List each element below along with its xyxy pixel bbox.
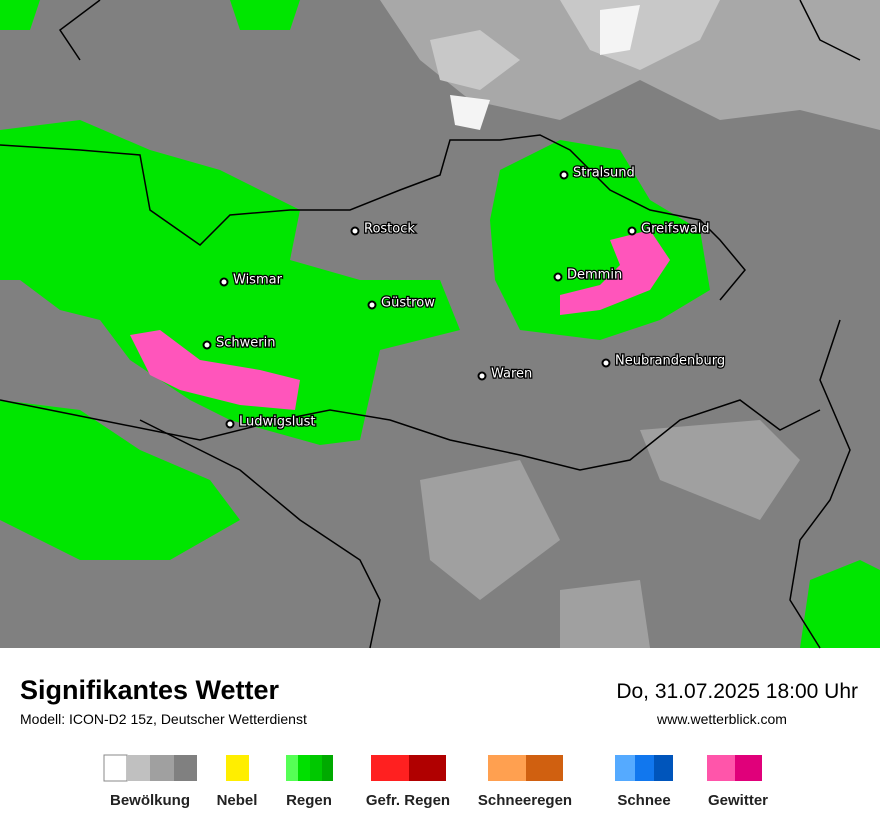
city-label: Waren bbox=[491, 367, 532, 382]
legend-label: Gefr. Regen bbox=[366, 792, 450, 809]
title: Signifikantes Wetter bbox=[20, 675, 280, 705]
city-label: Greifswald bbox=[641, 222, 710, 237]
city-label: Neubrandenburg bbox=[615, 354, 725, 369]
city-dot bbox=[477, 371, 487, 381]
map bbox=[0, 0, 880, 649]
legend-label: Nebel bbox=[217, 792, 258, 809]
legend-label: Schneeregen bbox=[478, 792, 572, 809]
legend-label: Regen bbox=[286, 792, 332, 809]
footer: Signifikantes Wetter Modell: ICON-D2 15z… bbox=[20, 675, 858, 727]
city-label: Stralsund bbox=[573, 166, 635, 181]
city-dot bbox=[225, 419, 235, 429]
legend-label: Bewölkung bbox=[110, 792, 190, 809]
city-label: Rostock bbox=[364, 222, 415, 237]
city-label: Schwerin bbox=[216, 336, 275, 351]
city-dot bbox=[559, 170, 569, 180]
city-label: Demmin bbox=[567, 268, 622, 283]
legend-label: Schnee bbox=[617, 792, 670, 809]
city-dot bbox=[350, 226, 360, 236]
legend-label: Gewitter bbox=[708, 792, 768, 809]
city-dot bbox=[367, 300, 377, 310]
city-dot bbox=[219, 277, 229, 287]
city-dot bbox=[202, 340, 212, 350]
city-dot bbox=[627, 226, 637, 236]
city-label: Wismar bbox=[233, 273, 283, 288]
url[interactable]: www.wetterblick.com bbox=[656, 711, 787, 727]
legend bbox=[103, 754, 762, 782]
city-dot bbox=[553, 272, 563, 282]
city-label: Güstrow bbox=[381, 296, 435, 311]
subtitle: Modell: ICON-D2 15z, Deutscher Wetterdie… bbox=[20, 711, 307, 727]
city-dot bbox=[601, 358, 611, 368]
city-label: Ludwigslust bbox=[239, 415, 316, 430]
datetime: Do, 31.07.2025 18:00 Uhr bbox=[616, 680, 858, 703]
